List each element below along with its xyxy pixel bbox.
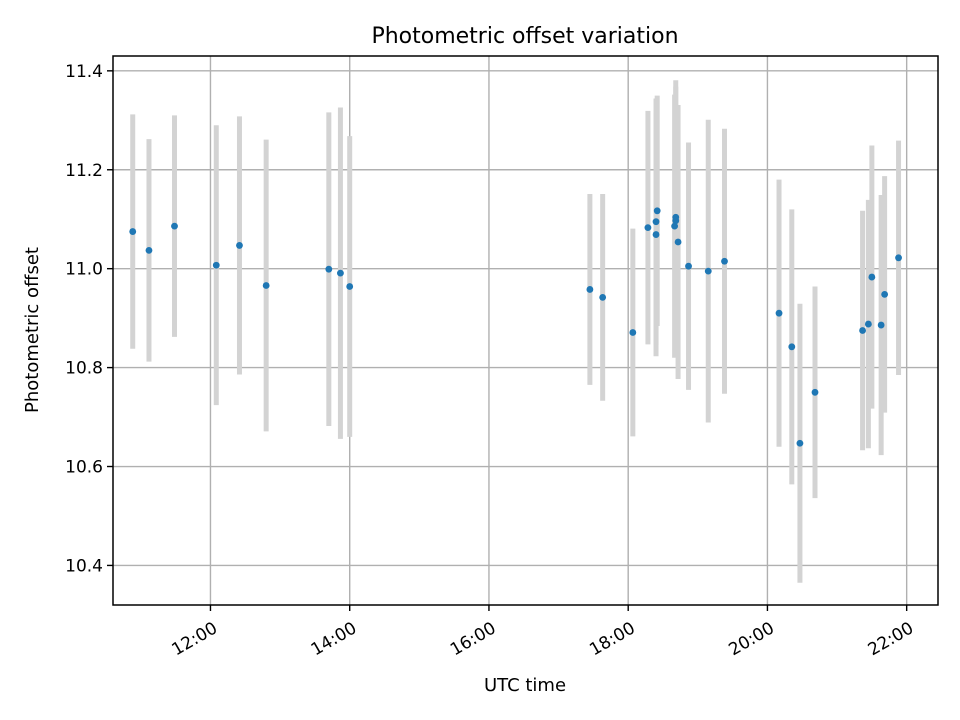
y-tick-label: 11.0 <box>65 260 103 280</box>
data-point <box>864 320 872 328</box>
data-point <box>877 321 885 329</box>
x-tick-label: 20:00 <box>725 618 777 660</box>
data-point <box>129 228 137 235</box>
data-point <box>796 439 804 447</box>
data-point <box>644 224 652 232</box>
data-point <box>811 388 819 396</box>
x-axis-label: UTC time <box>484 675 566 696</box>
data-point <box>685 262 692 270</box>
data-point <box>788 343 796 351</box>
x-tick-labels: 12:00 14:00 16:00 18:00 20:00 22:00 <box>169 618 918 660</box>
x-tick-label: 12:00 <box>169 618 221 660</box>
data-point <box>775 309 783 317</box>
data-point <box>704 267 712 275</box>
data-point <box>212 261 220 269</box>
y-tick-label: 10.8 <box>65 359 103 379</box>
data-point <box>652 218 660 226</box>
y-axis-label: Photometric offset <box>22 247 43 413</box>
chart-title: Photometric offset variation <box>371 24 678 49</box>
axis-ticks <box>107 70 908 611</box>
x-tick-label: 22:00 <box>865 618 917 660</box>
data-point <box>859 327 866 334</box>
y-tick-labels: 10.4 10.6 10.8 11.0 11.2 11.4 <box>65 62 103 577</box>
data-point <box>325 265 333 273</box>
y-tick-label: 10.6 <box>65 458 103 478</box>
x-tick-label: 18:00 <box>586 618 638 660</box>
x-tick-label: 14:00 <box>308 618 360 660</box>
data-point <box>346 283 354 290</box>
data-point <box>171 222 178 230</box>
data-point <box>599 293 607 301</box>
data-point <box>895 254 902 262</box>
data-point <box>586 286 594 293</box>
data-point <box>653 207 661 215</box>
y-tick-label: 11.2 <box>65 161 103 181</box>
data-point <box>337 269 344 277</box>
data-point <box>262 282 270 289</box>
data-point <box>236 242 243 249</box>
data-point <box>721 257 728 265</box>
data-point <box>629 329 637 336</box>
data-point <box>652 231 660 238</box>
plot-frame <box>112 55 939 606</box>
data-point <box>881 290 889 298</box>
data-point <box>672 213 680 221</box>
data-point <box>674 238 682 246</box>
data-point <box>671 222 679 230</box>
data-point <box>868 273 876 281</box>
y-tick-label: 11.4 <box>65 62 103 82</box>
y-tick-label: 10.4 <box>65 556 103 576</box>
x-tick-label: 16:00 <box>447 618 499 660</box>
data-point <box>145 246 153 254</box>
data-points <box>129 207 902 447</box>
